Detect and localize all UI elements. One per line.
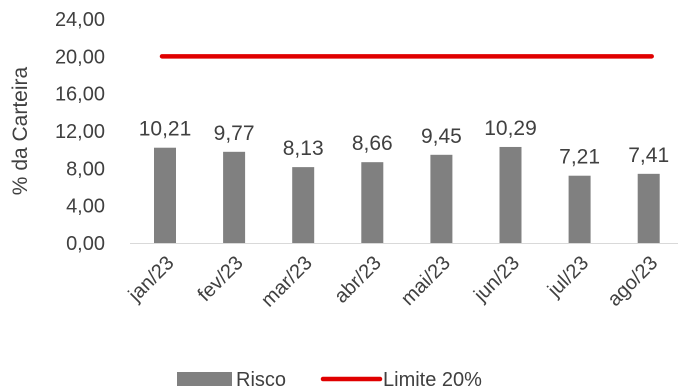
bar-mar-23 <box>292 167 315 243</box>
x-tick-labels: jan/23 fev/23 mar/23 abr/23 mai/23 jun/23 jul/… <box>124 252 663 312</box>
bar-ago-23 <box>637 173 660 243</box>
data-label: 8,13 <box>283 137 324 160</box>
legend-label-limite: Limite 20% <box>383 369 482 391</box>
y-tick-label: 4,00 <box>66 196 105 218</box>
data-label: 7,41 <box>628 144 669 167</box>
x-tick-label: fev/23 <box>194 252 248 306</box>
bar-fev-23 <box>223 151 246 243</box>
y-tick-label: 8,00 <box>66 158 105 180</box>
y-tick-label: 12,00 <box>55 121 105 143</box>
data-label: 9,77 <box>214 122 255 145</box>
data-label: 8,66 <box>352 132 393 155</box>
y-axis-title: % da Carteira <box>9 66 32 195</box>
y-tick-label: 20,00 <box>55 46 105 68</box>
bar-jul-23 <box>568 175 591 243</box>
y-tick-labels: 0,00 4,00 8,00 12,00 16,00 20,00 24,00 <box>55 9 105 255</box>
x-tick-label: abr/23 <box>330 252 386 308</box>
x-tick-label: ago/23 <box>603 252 662 311</box>
legend-swatch-risco <box>177 372 232 386</box>
bar-jan-23 <box>154 147 176 243</box>
bar-jun-23 <box>499 146 522 243</box>
legend-label-risco: Risco <box>236 369 286 391</box>
data-label: 10,21 <box>139 118 192 141</box>
bar-abr-23 <box>361 162 384 243</box>
y-axis-label-group: % da Carteira <box>9 66 32 195</box>
data-label: 9,45 <box>421 125 462 148</box>
bars <box>154 146 660 243</box>
x-tick-label: mai/23 <box>397 252 455 310</box>
data-label: 7,21 <box>559 146 600 169</box>
y-tick-label: 16,00 <box>55 84 105 106</box>
y-tick-label: 24,00 <box>55 9 105 31</box>
x-tick-label: mar/23 <box>257 252 317 312</box>
y-tick-label: 0,00 <box>66 233 105 255</box>
legend: Risco Limite 20% <box>177 369 482 391</box>
data-labels: 10,21 9,77 8,13 8,66 9,45 10,29 7,21 7,41 <box>139 117 669 169</box>
x-tick-label: jul/23 <box>543 252 593 302</box>
x-tick-label: jun/23 <box>469 252 524 307</box>
data-label: 10,29 <box>484 117 537 140</box>
x-tick-label: jan/23 <box>124 252 179 307</box>
bar-mai-23 <box>430 154 453 243</box>
